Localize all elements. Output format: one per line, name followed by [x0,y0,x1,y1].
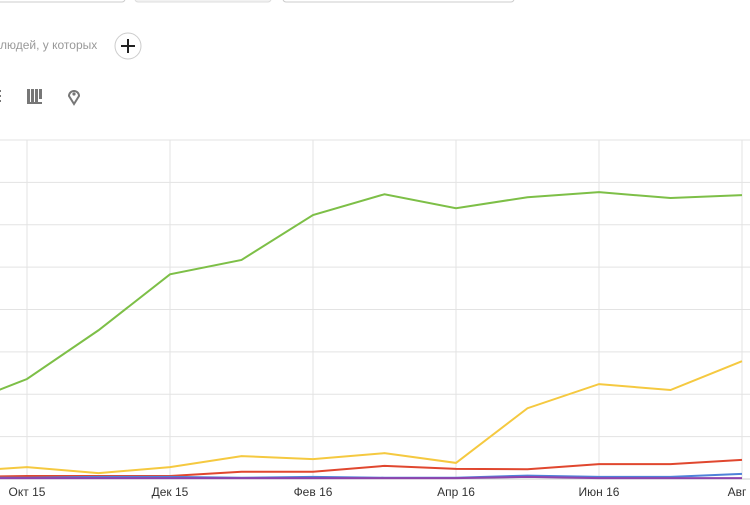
input-box[interactable] [0,0,126,3]
series-line [0,191,743,391]
x-tick-label: Дек 15 [152,485,189,499]
map-icon[interactable] [67,90,81,106]
input-box[interactable] [134,0,272,3]
series-line [0,458,743,478]
bar-icon[interactable] [27,89,42,104]
filter-hint: людей, у которых [0,38,97,52]
add-button[interactable] [114,32,142,60]
x-tick-label: Июн 16 [579,485,620,499]
x-tick-label: Окт 15 [9,485,46,499]
input-box[interactable] [282,0,515,3]
series-line [0,475,742,480]
view-icon[interactable] [0,90,1,102]
x-tick-label: Апр 16 [437,485,475,499]
chart: Окт 15 Дек 15 Фев 16 Апр 16 Июн 16 Авг 1 [0,139,750,499]
series-line [0,360,743,475]
x-tick-label: Фев 16 [294,485,333,499]
x-tick-label: Авг 1 [728,485,750,499]
